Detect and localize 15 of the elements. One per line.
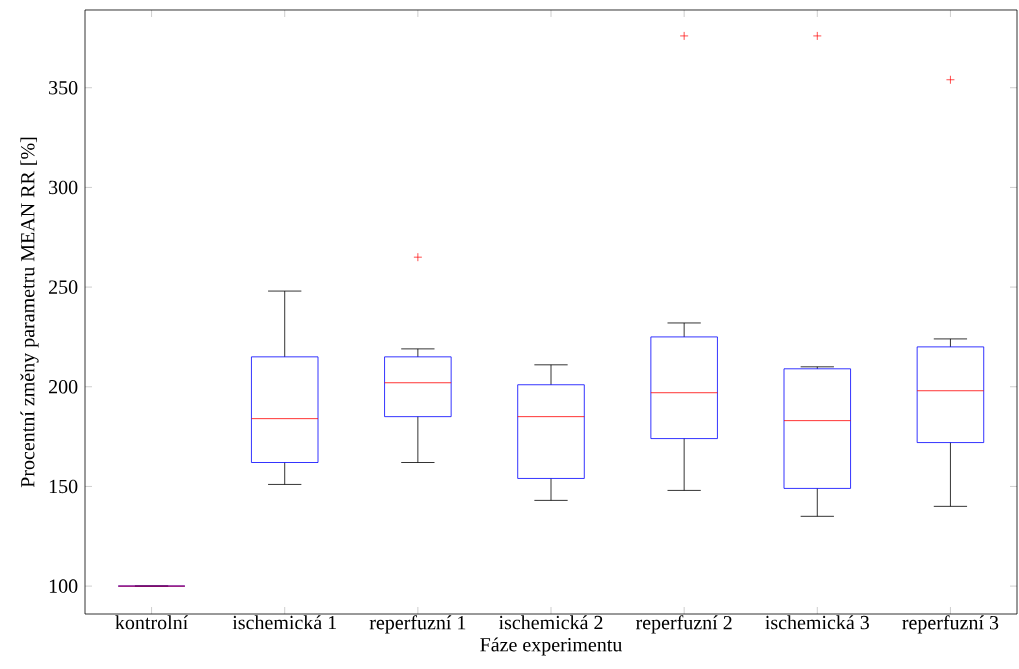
x-axis-title: Fáze experimentu — [480, 637, 623, 656]
y-tick-label: 250 — [49, 280, 78, 294]
x-tick-label: reperfuzní 1 — [369, 615, 466, 634]
x-tick-label: ischemická 2 — [498, 615, 603, 630]
y-tick-label: 150 — [49, 479, 78, 494]
x-tick-label: kontrolní — [115, 615, 189, 630]
y-tick-label: 200 — [49, 380, 78, 394]
y-tick-label: 300 — [49, 180, 78, 195]
y-tick-label: 100 — [49, 579, 78, 593]
x-tick-label: reperfuzní 2 — [635, 615, 732, 634]
y-tick-label: 350 — [49, 80, 78, 95]
x-tick-label: reperfuzní 3 — [902, 615, 999, 634]
y-axis-title: Procentní změny parametru MEAN RR [%] — [20, 137, 39, 488]
x-tick-label: ischemická 1 — [232, 615, 336, 630]
x-tick-label: ischemická 3 — [765, 615, 869, 630]
